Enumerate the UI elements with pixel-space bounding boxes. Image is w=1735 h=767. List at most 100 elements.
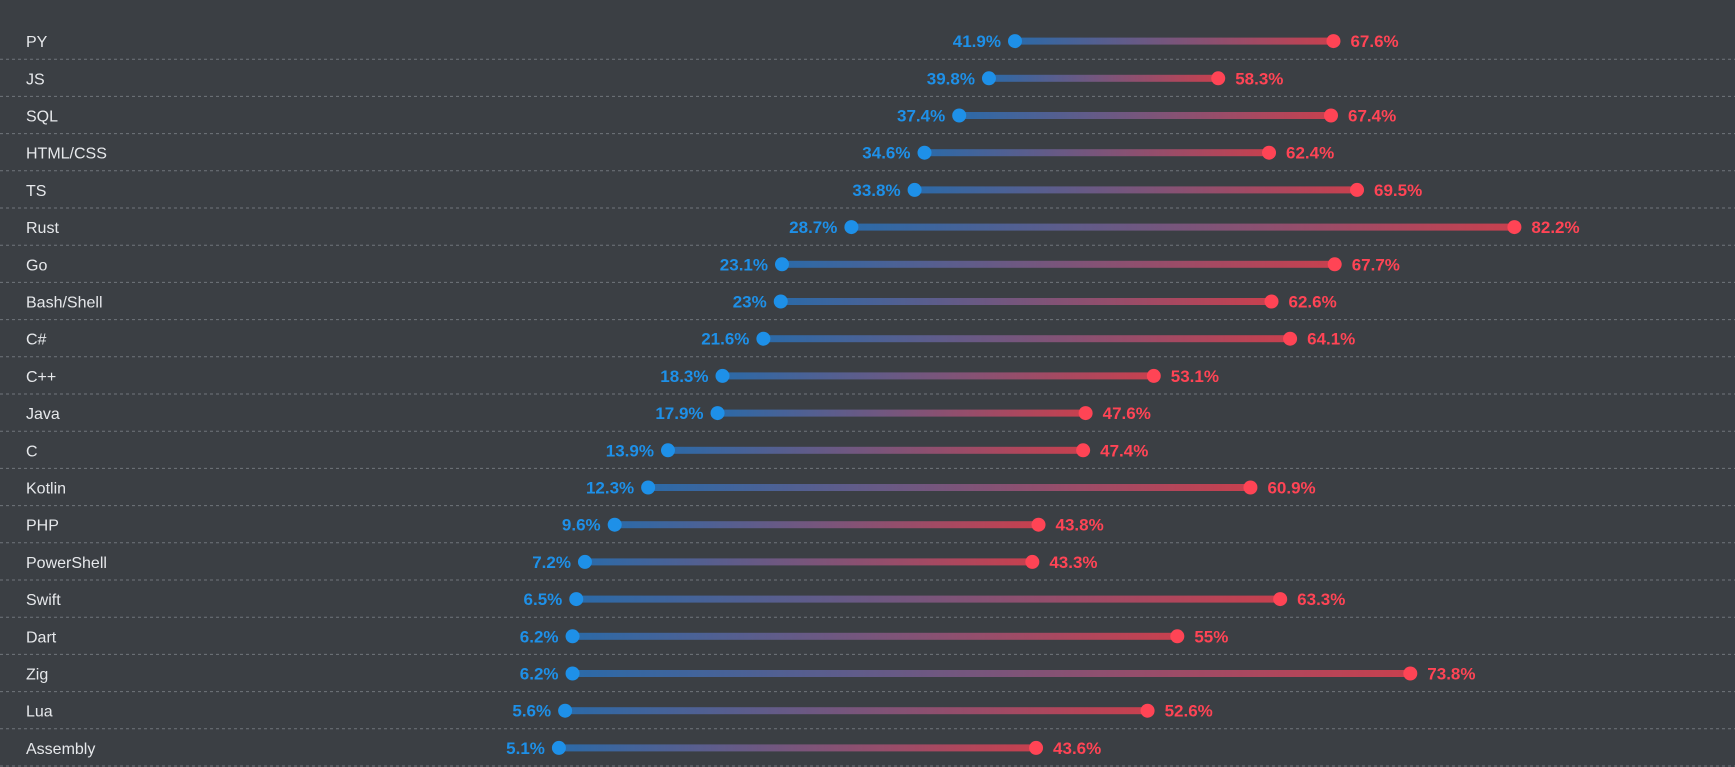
low-value-point — [981, 71, 996, 86]
connector-bar — [781, 260, 1335, 268]
high-value-label: 60.9% — [1267, 479, 1315, 498]
dumbbell-row: Bash/Shell 23% 62.6% — [26, 293, 1337, 312]
high-value-label: 62.4% — [1286, 144, 1334, 163]
dumbbell-row: Rust 28.7% 82.2% — [26, 218, 1580, 237]
high-value-label: 64.1% — [1307, 330, 1355, 349]
dumbbell-row: Assembly 5.1% 43.6% — [26, 739, 1101, 758]
high-value-label: 63.3% — [1297, 590, 1345, 609]
dumbbell-row: C# 21.6% 64.1% — [26, 330, 1355, 349]
low-value-point — [774, 257, 789, 272]
high-value-label: 47.4% — [1100, 441, 1148, 460]
high-value-label: 67.4% — [1348, 107, 1396, 126]
high-value-label: 58.3% — [1235, 69, 1283, 88]
high-value-label: 55% — [1194, 627, 1228, 646]
low-value-label: 13.9% — [606, 441, 654, 460]
low-value-point — [607, 517, 622, 532]
dumbbell-row: Zig 6.2% 73.8% — [26, 665, 1476, 684]
high-value-point — [1170, 629, 1185, 644]
low-value-point — [907, 182, 922, 197]
low-value-label: 5.6% — [512, 702, 551, 721]
low-value-point — [660, 443, 675, 458]
high-value-point — [1283, 331, 1298, 346]
low-value-point — [551, 740, 566, 755]
dumbbell-row: Kotlin 12.3% 60.9% — [26, 479, 1316, 498]
category-label: Bash/Shell — [26, 295, 103, 312]
connector-bar — [572, 632, 1178, 640]
low-value-label: 23.1% — [720, 255, 768, 274]
dumbbell-row: Dart 6.2% 55% — [26, 627, 1228, 646]
category-label: C# — [26, 332, 47, 349]
dumbbell-rows: PY 41.9% 67.6% JS 39.8% 58.3% SQL 37.4% 67.4% HTM… — [26, 32, 1580, 758]
high-value-label: 43.6% — [1053, 739, 1101, 758]
category-label: PY — [26, 34, 48, 51]
dumbbell-row: Java 17.9% 47.6% — [26, 404, 1151, 423]
category-label: Assembly — [26, 741, 95, 758]
low-value-label: 18.3% — [660, 367, 708, 386]
high-value-label: 69.5% — [1374, 181, 1422, 200]
connector-bar — [576, 595, 1281, 603]
high-value-label: 47.6% — [1103, 404, 1151, 423]
category-label: TS — [26, 183, 46, 200]
category-label: HTML/CSS — [26, 146, 107, 163]
category-label: Zig — [26, 667, 48, 684]
connector-bar — [648, 484, 1251, 491]
low-value-point — [641, 480, 656, 495]
category-label: C++ — [26, 369, 56, 386]
high-value-label: 67.7% — [1352, 255, 1400, 274]
low-value-label: 34.6% — [862, 144, 910, 163]
low-value-label: 9.6% — [562, 516, 601, 535]
connector-bar — [722, 372, 1154, 380]
category-label: Rust — [26, 220, 59, 237]
high-value-label: 82.2% — [1531, 218, 1579, 237]
high-value-point — [1507, 220, 1522, 235]
low-value-point — [773, 294, 788, 309]
dumbbell-row: Swift 6.5% 63.3% — [26, 590, 1345, 609]
connector-bar — [924, 149, 1270, 157]
category-label: PHP — [26, 518, 59, 535]
low-value-label: 12.3% — [586, 479, 634, 498]
high-value-point — [1140, 703, 1155, 718]
grid-lines — [0, 58, 1735, 767]
connector-bar — [851, 223, 1515, 231]
connector-bar — [667, 446, 1084, 454]
high-value-point — [1078, 406, 1093, 421]
low-value-label: 5.1% — [506, 739, 545, 758]
dumbbell-row: HTML/CSS 34.6% 62.4% — [26, 144, 1334, 163]
connector-bar — [780, 298, 1272, 305]
low-value-point — [917, 145, 932, 160]
high-value-label: 43.3% — [1049, 553, 1097, 572]
connector-bar — [572, 670, 1411, 677]
category-label: Swift — [26, 592, 61, 609]
high-value-label: 62.6% — [1289, 293, 1337, 312]
high-value-label: 53.1% — [1171, 367, 1219, 386]
dumbbell-row: Lua 5.6% 52.6% — [26, 702, 1213, 721]
low-value-label: 6.2% — [520, 665, 559, 684]
category-label: PowerShell — [26, 555, 107, 572]
low-value-point — [558, 703, 573, 718]
category-label: JS — [26, 71, 45, 88]
dumbbell-row: PHP 9.6% 43.8% — [26, 516, 1104, 535]
category-label: Dart — [26, 629, 57, 646]
high-value-point — [1031, 517, 1046, 532]
low-value-point — [565, 666, 580, 681]
low-value-point — [565, 629, 580, 644]
high-value-point — [1327, 257, 1342, 272]
low-value-point — [710, 406, 725, 421]
connector-bar — [565, 707, 1148, 715]
high-value-label: 52.6% — [1165, 702, 1213, 721]
dumbbell-row: SQL 37.4% 67.4% — [26, 107, 1396, 126]
high-value-point — [1076, 443, 1091, 458]
high-value-label: 43.8% — [1056, 516, 1104, 535]
low-value-label: 28.7% — [789, 218, 837, 237]
low-value-label: 7.2% — [532, 553, 571, 572]
low-value-label: 6.5% — [524, 590, 563, 609]
low-value-label: 41.9% — [953, 32, 1001, 51]
low-value-label: 17.9% — [655, 404, 703, 423]
connector-bar — [558, 744, 1037, 752]
high-value-point — [1350, 182, 1365, 197]
high-value-point — [1262, 145, 1277, 160]
high-value-point — [1326, 34, 1341, 49]
high-value-point — [1243, 480, 1258, 495]
low-value-point — [1007, 34, 1022, 49]
